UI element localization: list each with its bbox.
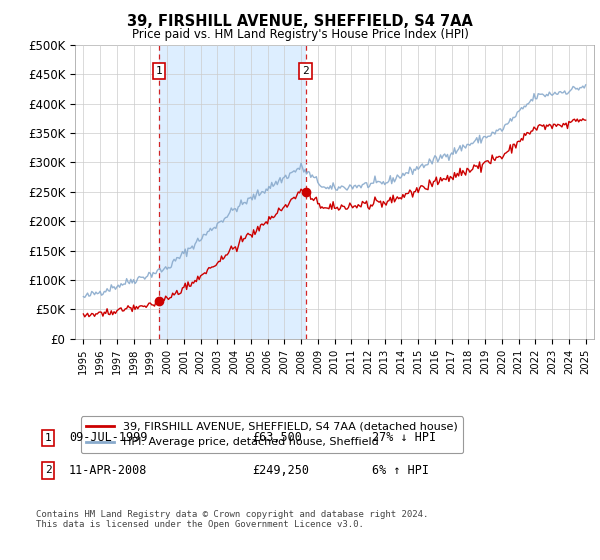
Text: 1: 1 bbox=[155, 66, 163, 76]
Text: Contains HM Land Registry data © Crown copyright and database right 2024.
This d: Contains HM Land Registry data © Crown c… bbox=[36, 510, 428, 529]
Bar bbox=[159, 45, 305, 339]
Text: 27% ↓ HPI: 27% ↓ HPI bbox=[372, 431, 436, 445]
Text: 09-JUL-1999: 09-JUL-1999 bbox=[69, 431, 148, 445]
Legend: 39, FIRSHILL AVENUE, SHEFFIELD, S4 7AA (detached house), HPI: Average price, det: 39, FIRSHILL AVENUE, SHEFFIELD, S4 7AA (… bbox=[80, 417, 463, 453]
Text: Price paid vs. HM Land Registry's House Price Index (HPI): Price paid vs. HM Land Registry's House … bbox=[131, 28, 469, 41]
Text: £63,500: £63,500 bbox=[252, 431, 302, 445]
Text: 6% ↑ HPI: 6% ↑ HPI bbox=[372, 464, 429, 477]
Text: 39, FIRSHILL AVENUE, SHEFFIELD, S4 7AA: 39, FIRSHILL AVENUE, SHEFFIELD, S4 7AA bbox=[127, 14, 473, 29]
Text: 2: 2 bbox=[302, 66, 309, 76]
Text: £249,250: £249,250 bbox=[252, 464, 309, 477]
Text: 2: 2 bbox=[44, 465, 52, 475]
Text: 11-APR-2008: 11-APR-2008 bbox=[69, 464, 148, 477]
Text: 1: 1 bbox=[44, 433, 52, 443]
